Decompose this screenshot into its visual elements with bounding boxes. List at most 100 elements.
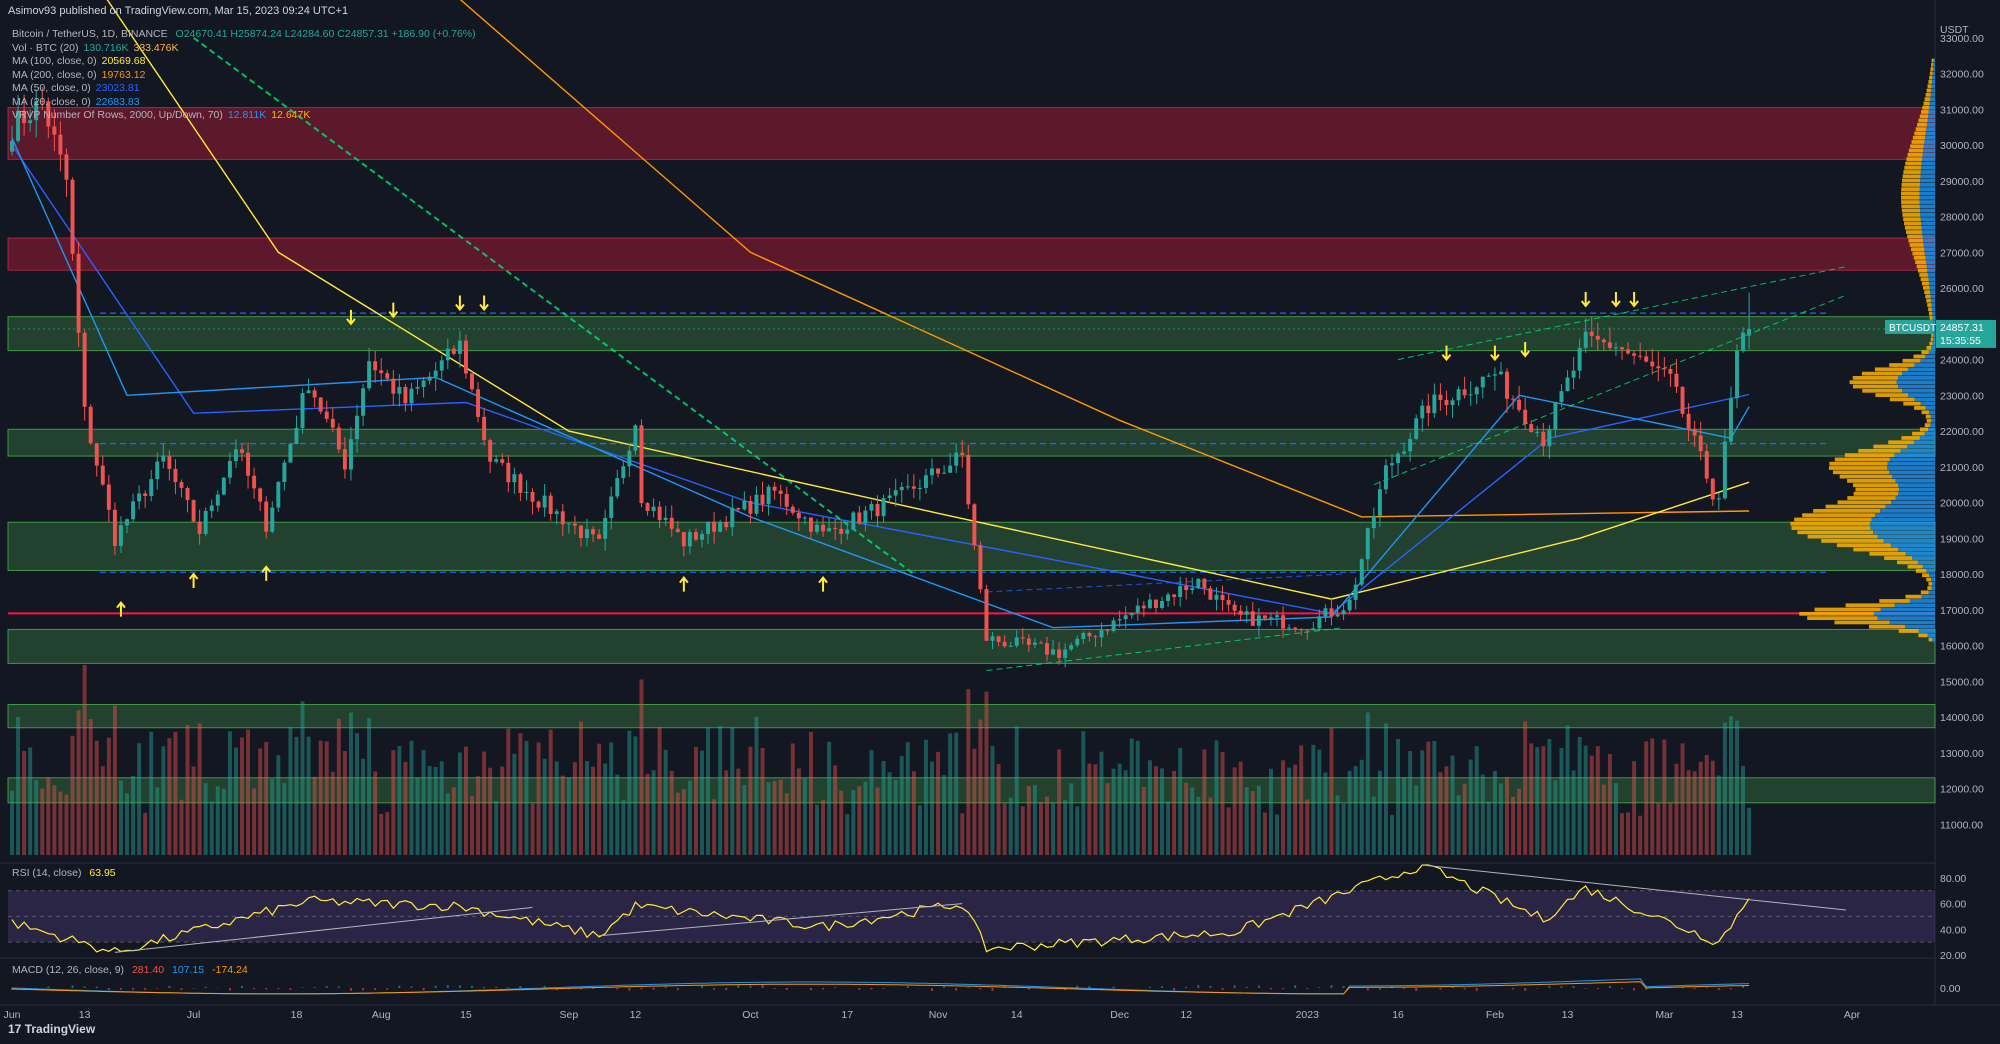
- volume-profile-bar: [1847, 496, 1896, 500]
- candle-body: [1153, 599, 1158, 608]
- volume-profile-bar: [1837, 500, 1892, 505]
- candle-body: [506, 462, 511, 483]
- macd-histogram-bar: [1088, 986, 1091, 988]
- candle-body: [1293, 627, 1298, 630]
- candle-body: [1057, 649, 1062, 658]
- volume-profile-bar: [1861, 371, 1903, 376]
- volume-bar: [1383, 723, 1388, 855]
- brand-name: TradingView: [24, 1022, 96, 1036]
- volume-bar: [1051, 802, 1056, 855]
- volume-profile-bar: [1932, 315, 1935, 320]
- candle-body: [409, 388, 414, 404]
- candle-body: [106, 484, 111, 510]
- macd-histogram-bar: [204, 986, 207, 988]
- volume-profile-bar: [1928, 350, 1935, 355]
- indicator-label[interactable]: MA (20, close, 0): [12, 95, 91, 108]
- volume-bar: [88, 719, 93, 855]
- candle-body: [52, 126, 57, 135]
- candle-body: [609, 496, 614, 518]
- candle-body: [1438, 394, 1443, 401]
- rsi-tick-label: 20.00: [1940, 950, 1966, 962]
- volume-profile-bar: [1807, 534, 1878, 539]
- volume-profile-bar: [1875, 393, 1909, 397]
- candle-body: [645, 503, 650, 511]
- volume-profile-bar: [1914, 397, 1935, 402]
- volume-profile-bar: [1932, 637, 1935, 642]
- volume-profile-bar: [1929, 281, 1935, 286]
- macd-histogram-bar: [1524, 988, 1527, 991]
- volume-bar: [1680, 743, 1685, 855]
- indicator-label[interactable]: Vol · BTC (20): [12, 41, 79, 54]
- candle-body: [663, 517, 668, 521]
- macd-histogram-bar: [1197, 985, 1200, 988]
- volume-profile-bar: [1921, 221, 1935, 226]
- price-tick-label: 26000.00: [1940, 283, 1984, 295]
- volume-profile-bar: [1894, 603, 1935, 608]
- indicator-label[interactable]: MA (50, close, 0): [12, 82, 91, 94]
- macd-label[interactable]: MACD (12, 26, close, 9): [12, 964, 125, 976]
- volume-profile-bar: [1870, 526, 1935, 530]
- volume-bar: [1196, 796, 1201, 855]
- volume-profile-bar: [1917, 560, 1935, 565]
- volume-bar: [1444, 766, 1449, 855]
- candle-body: [246, 452, 251, 476]
- indicator-label[interactable]: MA (200, close, 0): [12, 68, 97, 81]
- volume-profile-bar: [1889, 620, 1935, 625]
- tradingview-logo[interactable]: 17 TradingView: [8, 1022, 95, 1036]
- candle-body: [1414, 418, 1419, 439]
- volume-bar: [221, 788, 226, 855]
- volume-profile-bar: [1875, 513, 1935, 518]
- candle-body: [621, 466, 626, 479]
- volume-profile-bar: [1927, 586, 1932, 590]
- candle-body: [258, 488, 263, 502]
- candle-body: [185, 487, 190, 501]
- volume-profile-bar: [1931, 418, 1935, 423]
- volume-bar: [675, 792, 680, 855]
- macd-histogram-bar: [1705, 987, 1708, 988]
- date-tick-label: 12: [1180, 1009, 1192, 1021]
- macd-value-3: -174.24: [212, 964, 248, 976]
- rsi-trend-line: [1422, 864, 1847, 911]
- macd-histogram-bar: [1112, 986, 1115, 988]
- indicator-label[interactable]: VRVP Number Of Rows, 2000, Up/Down, 70): [12, 109, 223, 121]
- volume-bar: [1353, 766, 1358, 855]
- volume-profile-bar: [1913, 354, 1926, 359]
- volume-bar: [1214, 740, 1219, 855]
- symbol-title[interactable]: Bitcoin / TetherUS, 1D, BINANCE: [12, 28, 168, 40]
- candle-body: [155, 461, 160, 480]
- volume-bar: [1420, 750, 1425, 855]
- volume-bar: [1656, 803, 1661, 855]
- macd-histogram-bar: [374, 988, 377, 990]
- volume-bar: [1674, 763, 1679, 855]
- date-tick-label: Apr: [1844, 1009, 1861, 1021]
- volume-profile-bar: [1907, 234, 1923, 239]
- candle-body: [391, 378, 396, 394]
- candle-body: [827, 528, 832, 532]
- volume-profile-bar: [1920, 208, 1935, 213]
- volume-bar: [1293, 764, 1298, 855]
- macd-histogram-bar: [1306, 988, 1309, 990]
- volume-profile-bar: [1929, 341, 1933, 346]
- indicator-label[interactable]: MA (100, close, 0): [12, 55, 97, 67]
- volume-profile-bar: [1927, 268, 1935, 273]
- volume-bar: [82, 665, 87, 855]
- candle-body: [112, 509, 117, 546]
- candle-body: [373, 361, 378, 371]
- volume-profile-bar: [1925, 92, 1931, 97]
- volume-bar: [693, 746, 698, 855]
- candle-body: [675, 528, 680, 533]
- rsi-label[interactable]: RSI (14, close): [12, 867, 82, 879]
- candle-body: [1511, 398, 1516, 400]
- volume-profile-bar: [1907, 564, 1923, 569]
- volume-bar: [1432, 740, 1437, 855]
- volume-bar: [40, 788, 45, 855]
- volume-bar: [560, 775, 565, 855]
- macd-histogram-bar: [471, 985, 473, 988]
- candle-body: [137, 493, 142, 502]
- macd-histogram-bar: [785, 988, 788, 991]
- candle-body: [1129, 612, 1134, 616]
- yellow-arrow-down: [1490, 345, 1500, 362]
- volume-profile-bar: [1928, 311, 1933, 316]
- volume-bar: [899, 756, 904, 855]
